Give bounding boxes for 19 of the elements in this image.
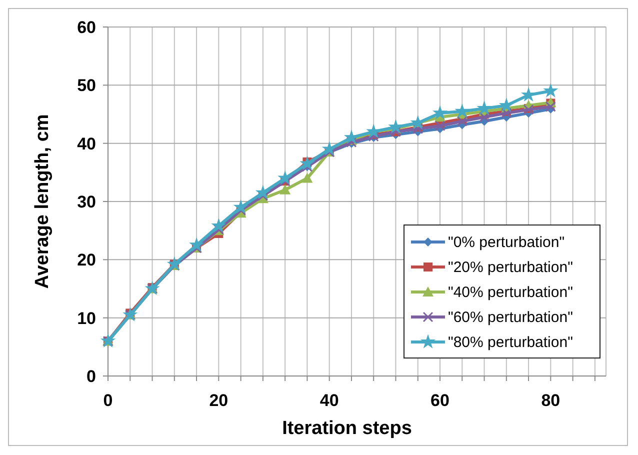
y-tick-label: 40 <box>77 134 96 154</box>
legend-label: "80% perturbation" <box>448 334 573 351</box>
y-tick-label: 60 <box>77 18 96 37</box>
x-tick-label: 0 <box>103 391 113 410</box>
legend-label: "0% perturbation" <box>448 234 565 251</box>
y-tick-label: 30 <box>77 192 96 212</box>
y-axis-title: Average length, cm <box>32 114 53 289</box>
y-tick-label: 10 <box>77 308 96 328</box>
x-axis-title: Iteration steps <box>282 418 412 439</box>
x-tick-label: 60 <box>430 391 450 410</box>
y-tick-label: 50 <box>77 76 96 96</box>
legend-label: "20% perturbation" <box>448 259 573 276</box>
legend-label: "40% perturbation" <box>448 284 573 301</box>
y-tick-label: 20 <box>77 250 96 270</box>
x-tick-label: 20 <box>209 391 228 410</box>
x-tick-label: 40 <box>320 391 339 410</box>
y-tick-label: 0 <box>86 367 96 386</box>
x-tick-label: 80 <box>541 391 560 410</box>
legend-label: "60% perturbation" <box>448 309 573 326</box>
